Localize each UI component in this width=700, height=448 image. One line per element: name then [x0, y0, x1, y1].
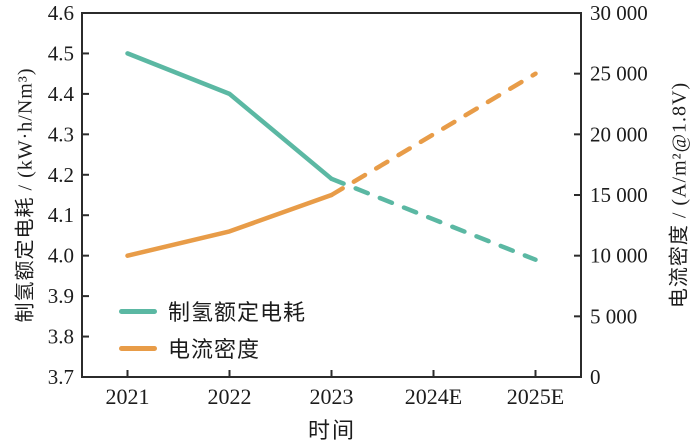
right-axis-tick-label: 0 — [590, 365, 601, 389]
legend-line-sample-teal — [119, 308, 157, 314]
right-axis-tick-label: 15 000 — [590, 183, 648, 207]
right-axis-tick-label: 10 000 — [590, 244, 648, 268]
left-axis-tick-label: 4.5 — [48, 41, 74, 65]
left-axis-tick-label: 3.9 — [48, 284, 74, 308]
left-axis-tick-label: 3.8 — [48, 325, 74, 349]
series-0-line-dashed — [329, 176, 538, 262]
right-axis-title: 电流密度 / (A/m²@1.8V) — [668, 81, 691, 309]
x-axis-tick-label: 2023 — [310, 384, 354, 409]
right-axis-tick-label: 30 000 — [590, 1, 648, 25]
x-axis-tick-label: 2021 — [106, 384, 150, 409]
series-1-line-solid — [125, 192, 334, 258]
legend-line-sample-orange — [119, 345, 157, 351]
x-axis-tick-label: 2025E — [507, 384, 564, 409]
left-axis-title: 制氢额定电耗 / (kW·h/Nm³) — [14, 67, 37, 323]
legend-label: 电流密度 — [168, 337, 261, 362]
left-axis-tick-label: 4.3 — [48, 122, 74, 146]
x-axis-title: 时间 — [307, 418, 357, 443]
series-0-line-solid — [125, 51, 334, 182]
left-axis-tick-label: 4.4 — [48, 82, 75, 106]
right-axis-tick-label: 5 000 — [590, 304, 637, 328]
right-axis-tick-label: 25 000 — [590, 62, 648, 86]
left-axis-tick-label: 4.2 — [48, 163, 74, 187]
right-axis-tick-label: 20 000 — [590, 122, 648, 146]
legend-label: 制氢额定电耗 — [168, 300, 307, 325]
left-axis-tick-label: 3.7 — [48, 365, 74, 389]
legend-item: 电流密度 — [119, 333, 306, 363]
legend: 制氢额定电耗 电流密度 — [119, 296, 306, 370]
left-axis-tick-label: 4.0 — [48, 244, 74, 268]
x-axis-tick-label: 2024E — [405, 384, 462, 409]
x-axis-tick-label: 2022 — [208, 384, 252, 409]
left-axis-tick-label: 4.1 — [48, 203, 74, 227]
left-axis-tick-label: 4.6 — [48, 1, 74, 25]
series-1-line-dashed — [329, 71, 538, 198]
legend-item: 制氢额定电耗 — [119, 296, 306, 326]
